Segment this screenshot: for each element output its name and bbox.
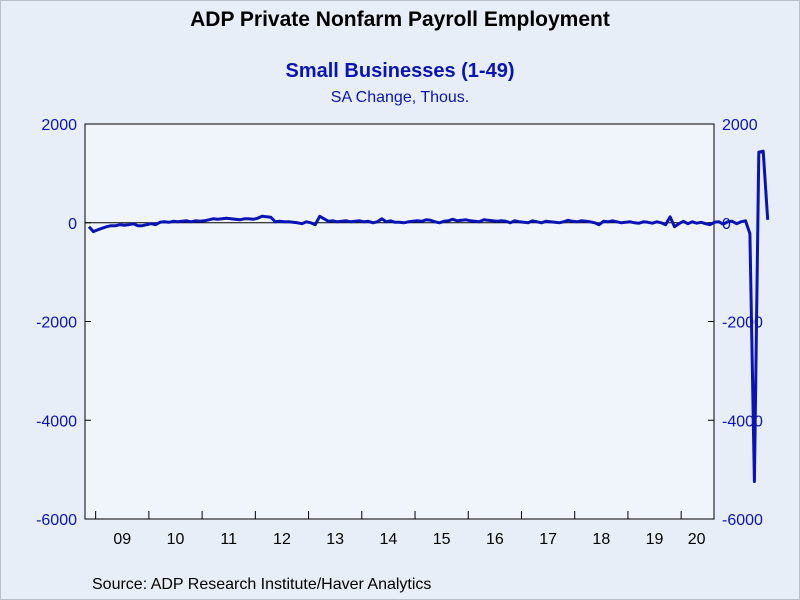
ytick-left-label: -2000	[36, 315, 77, 332]
chart-units: SA Change, Thous.	[330, 89, 470, 106]
xtick-label: 10	[167, 531, 185, 548]
xtick-label: 15	[433, 531, 451, 548]
ytick-left-label: -6000	[36, 512, 77, 529]
xtick-label: 14	[380, 531, 398, 548]
xtick-label: 13	[326, 531, 344, 548]
chart-title: ADP Private Nonfarm Payroll Employment	[190, 8, 610, 31]
ytick-left-label: -4000	[36, 413, 77, 430]
xtick-label: 11	[220, 531, 237, 548]
ytick-right-label: 2000	[722, 117, 758, 134]
ytick-right-label: 0	[722, 216, 731, 233]
ytick-right-label: -6000	[722, 512, 763, 529]
ytick-right-label: -4000	[722, 413, 763, 430]
x-axis: 09 10 11 12 13 14 15 16 17 18 19 20	[95, 511, 706, 548]
ytick-left-label: 2000	[41, 117, 77, 134]
xtick-label: 20	[688, 531, 706, 548]
xtick-label: 18	[592, 531, 610, 548]
chart-subtitle: Small Businesses (1-49)	[285, 60, 515, 82]
xtick-label: 19	[646, 531, 664, 548]
xtick-label: 09	[113, 531, 131, 548]
xtick-label: 12	[273, 531, 291, 548]
y-axis-left: 2000 0 -2000 -4000 -6000	[36, 117, 91, 529]
xtick-label: 17	[539, 531, 557, 548]
series-line	[87, 149, 770, 483]
xtick-label: 16	[486, 531, 504, 548]
source-note: Source: ADP Research Institute/Haver Ana…	[92, 576, 432, 593]
plot-area	[84, 123, 715, 520]
ytick-left-label: 0	[68, 216, 77, 233]
